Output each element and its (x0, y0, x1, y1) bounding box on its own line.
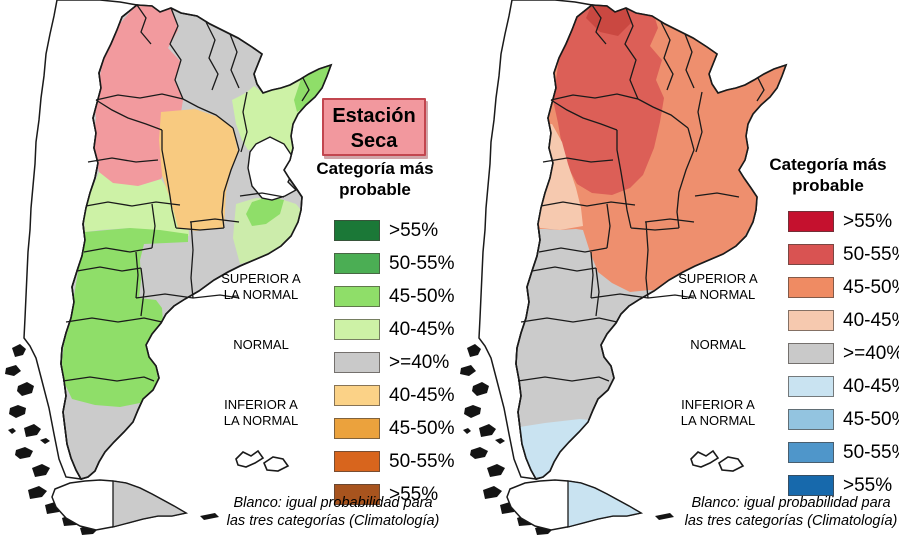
legend-label: 50-55% (843, 441, 899, 463)
dry-season-badge-line1: Estación (332, 105, 416, 127)
legend-item: >55% (334, 478, 455, 511)
legend-label: 40-45% (389, 384, 455, 406)
region-misiones-green (294, 65, 331, 112)
legend-item: 50-55% (788, 436, 899, 469)
legend-swatch (788, 409, 834, 430)
legend-label: >=40% (843, 342, 899, 364)
legend-swatch (788, 343, 834, 364)
legend-label: 45-50% (389, 285, 455, 307)
legend-label: 45-50% (843, 408, 899, 430)
legend-swatch (334, 286, 380, 307)
footnote-right: Blanco: igual probabilidad para las tres… (684, 495, 898, 529)
legend-item: >=40% (788, 337, 899, 370)
footnote-left: Blanco: igual probabilidad para las tres… (226, 495, 440, 529)
category-below-normal-left: INFERIOR A LA NORMAL (223, 397, 299, 428)
legend-item: 50-55% (788, 238, 899, 271)
dry-season-badge-line2: Seca (350, 130, 398, 152)
legend-label: >55% (843, 474, 893, 496)
legend-swatch (334, 253, 380, 274)
legend-swatch (334, 484, 380, 505)
falkland-islands (690, 450, 744, 472)
legend-label: >55% (389, 483, 439, 505)
category-normal-right: NORMAL (690, 337, 746, 352)
legend-left: >55% 50-55% 45-50% 40-45% >=40% 40-45% 4… (334, 214, 455, 511)
legend-label: 40-45% (389, 318, 455, 340)
legend-item: 50-55% (334, 445, 455, 478)
tierra-del-fuego-argentina (112, 480, 187, 528)
legend-label: 40-45% (843, 309, 899, 331)
legend-swatch (334, 451, 380, 472)
legend-item: 45-50% (788, 271, 899, 304)
legend-label: >55% (843, 210, 893, 232)
legend-item: 50-55% (334, 247, 455, 280)
tierra-del-fuego-argentina (567, 480, 642, 528)
category-below-normal-right: INFERIOR A LA NORMAL (680, 397, 756, 428)
legend-label: 45-50% (389, 417, 455, 439)
legend-swatch (788, 244, 834, 265)
legend-swatch (334, 385, 380, 406)
region-northwest-red (553, 5, 664, 195)
legend-item: 40-45% (788, 304, 899, 337)
legend-item: >55% (788, 469, 899, 502)
falkland-islands (235, 450, 289, 472)
map-right-temperature (460, 0, 787, 535)
legend-swatch (334, 220, 380, 241)
legend-item: >=40% (334, 346, 455, 379)
legend-label: 45-50% (843, 276, 899, 298)
map-left-precipitation (5, 0, 332, 535)
legend-item: 45-50% (788, 403, 899, 436)
region-cuyo-light-green (84, 172, 189, 236)
legend-item: 45-50% (334, 280, 455, 313)
legend-label: >=40% (389, 351, 450, 373)
region-north-ba-green (246, 197, 284, 226)
legend-item: 40-45% (788, 370, 899, 403)
legend-title-left: Categoría más probable (316, 159, 434, 199)
legend-item: 45-50% (334, 412, 455, 445)
category-normal-left: NORMAL (233, 337, 289, 352)
legend-swatch (788, 475, 834, 496)
legend-swatch (788, 376, 834, 397)
legend-label: 50-55% (389, 252, 455, 274)
legend-swatch (788, 277, 834, 298)
legend-swatch (334, 418, 380, 439)
category-above-normal-right: SUPERIOR A LA NORMAL (678, 271, 758, 302)
legend-swatch (788, 211, 834, 232)
legend-label: 40-45% (843, 375, 899, 397)
dry-season-badge: Estación Seca (322, 98, 426, 156)
legend-label: 50-55% (843, 243, 899, 265)
legend-swatch (788, 310, 834, 331)
legend-swatch (334, 352, 380, 373)
region-center-orange (159, 109, 238, 231)
legend-swatch (334, 319, 380, 340)
legend-label: >55% (389, 219, 439, 241)
region-west-green (62, 228, 188, 407)
legend-title-right: Categoría más probable (769, 155, 887, 195)
legend-right: >55% 50-55% 45-50% 40-45% >=40% 40-45% 4… (788, 205, 899, 502)
category-above-normal-left: SUPERIOR A LA NORMAL (221, 271, 301, 302)
legend-item: >55% (334, 214, 455, 247)
legend-item: 40-45% (334, 313, 455, 346)
legend-item: 40-45% (334, 379, 455, 412)
region-entre-rios-white (247, 136, 298, 201)
legend-swatch (788, 442, 834, 463)
legend-item: >55% (788, 205, 899, 238)
map-left-regions (62, 5, 331, 407)
legend-label: 50-55% (389, 450, 455, 472)
